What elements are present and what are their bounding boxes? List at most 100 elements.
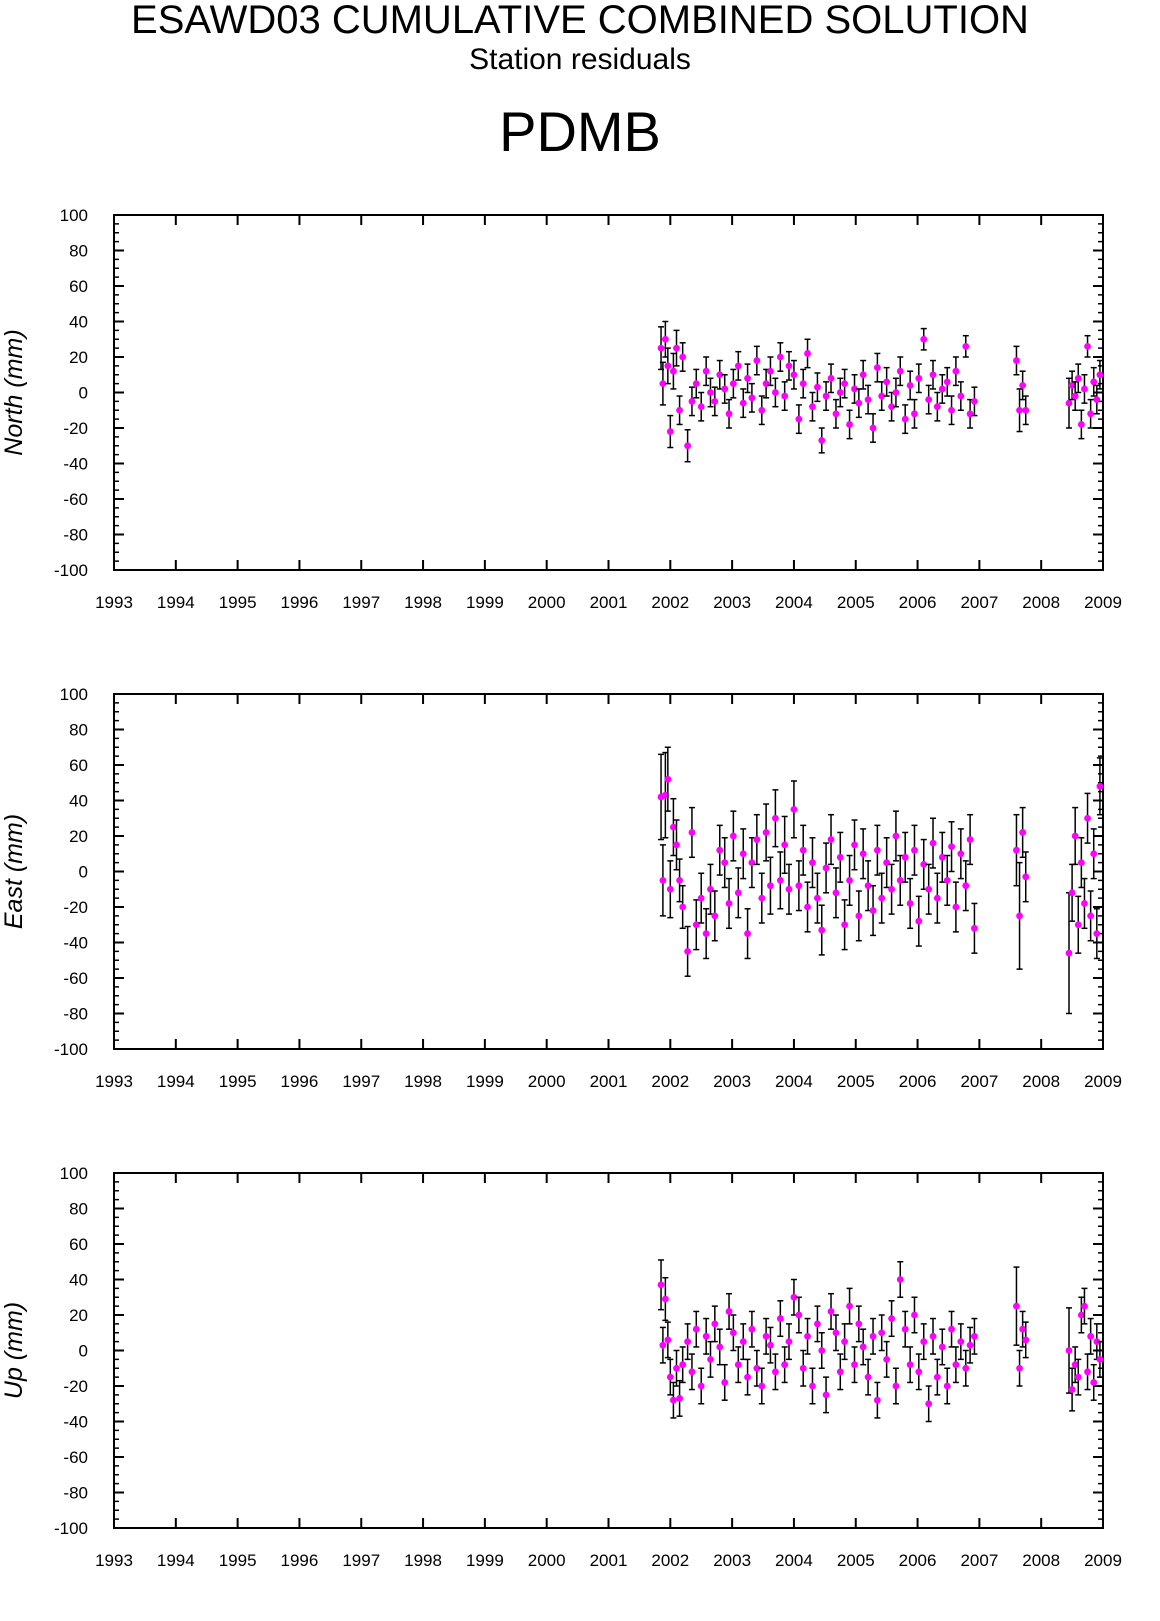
north-data-point: [1084, 342, 1091, 350]
chart-title: ESAWD03 CUMULATIVE COMBINED SOLUTION: [131, 0, 1029, 42]
north-xtick-label: 1995: [219, 593, 257, 612]
up-data-point: [716, 1343, 724, 1351]
east-ytick-label: 60: [69, 756, 88, 775]
up-data-point: [758, 1382, 766, 1390]
north-xtick-label: 2007: [960, 593, 998, 612]
up-data-point: [790, 1293, 798, 1301]
up-data-point: [771, 1368, 779, 1376]
north-data-point: [1065, 399, 1073, 407]
up-data-point: [1087, 1332, 1095, 1340]
north-data-point: [753, 357, 761, 364]
north-data-point: [804, 350, 811, 357]
east-data-point: [804, 903, 811, 911]
up-xtick-label: 2003: [713, 1551, 751, 1570]
east-ytick-label: 0: [79, 863, 88, 882]
north-data-point: [785, 362, 793, 370]
up-data-point: [664, 1336, 672, 1344]
east-data-point: [1096, 782, 1104, 790]
up-data-point: [962, 1364, 970, 1372]
up-data-point: [832, 1329, 840, 1337]
north-data-point: [684, 442, 692, 450]
north-data-point: [711, 397, 719, 405]
east-data-point: [702, 930, 710, 938]
north-xtick-label: 1997: [342, 593, 380, 612]
east-data-point: [1013, 846, 1020, 854]
east-data-point: [1084, 814, 1091, 822]
east-data-point: [771, 814, 779, 822]
north-data-point: [725, 410, 733, 418]
north-data-point: [673, 344, 680, 352]
north-data-point: [790, 371, 798, 379]
north-data-point: [676, 406, 683, 414]
north-data-point: [948, 406, 955, 414]
east-data-point: [1087, 912, 1095, 920]
up-ytick-label: 0: [79, 1342, 88, 1361]
up-data-point: [781, 1361, 789, 1369]
east-data-point: [1065, 949, 1073, 957]
east-data-point: [883, 859, 891, 867]
up-data-point: [729, 1329, 737, 1337]
up-data-point: [676, 1395, 683, 1402]
north-data-point: [818, 437, 826, 444]
east-ytick-label: -20: [63, 898, 88, 917]
east-data-point: [873, 846, 881, 854]
north-data-point: [901, 415, 909, 423]
up-data-point: [725, 1308, 733, 1315]
north-data-point: [771, 389, 779, 396]
east-data-point: [1074, 921, 1082, 929]
up-axis-label: Up (mm): [0, 1302, 28, 1399]
east-xtick-label: 2007: [960, 1072, 998, 1091]
up-xtick-label: 2008: [1022, 1551, 1060, 1570]
up-data-point: [721, 1379, 729, 1386]
north-data-point: [659, 380, 667, 388]
north-ytick-label: 40: [69, 313, 88, 332]
up-data-point: [1071, 1361, 1079, 1369]
up-data-point: [1081, 1302, 1088, 1310]
east-data-point: [846, 876, 853, 884]
east-ytick-label: 80: [69, 721, 88, 740]
east-data-point: [809, 859, 816, 867]
up-data-point: [1065, 1347, 1073, 1354]
north-data-point: [971, 397, 978, 405]
up-ytick-label: -80: [63, 1484, 88, 1503]
east-data-point: [1068, 889, 1076, 897]
east-data-point: [1093, 930, 1101, 938]
north-data-point: [929, 371, 937, 379]
up-ytick-label: -100: [54, 1519, 88, 1538]
east-ytick-label: -40: [63, 934, 88, 953]
east-data-point: [971, 924, 978, 932]
east-data-point: [670, 823, 677, 831]
up-data-point: [869, 1332, 877, 1340]
north-data-point: [661, 335, 669, 343]
north-data-point: [1068, 382, 1076, 389]
up-data-point: [836, 1368, 844, 1376]
north-xtick-label: 2002: [651, 593, 689, 612]
up-data-point: [1096, 1355, 1104, 1363]
east-data-point: [744, 930, 751, 938]
north-data-point: [670, 367, 677, 375]
up-data-point: [748, 1325, 756, 1333]
east-data-point: [896, 876, 904, 884]
up-data-point: [688, 1368, 696, 1376]
north-data-point: [1071, 392, 1079, 400]
east-xtick-label: 2006: [899, 1072, 937, 1091]
up-ytick-label: 100: [60, 1164, 88, 1183]
east-data-point: [795, 882, 803, 890]
north-data-point: [1022, 406, 1030, 414]
up-xtick-label: 1999: [466, 1551, 504, 1570]
north-xtick-label: 2005: [837, 593, 875, 612]
east-xtick-label: 1996: [281, 1072, 319, 1091]
north-data-point: [1077, 421, 1085, 428]
east-data-point: [711, 912, 719, 920]
east-data-point: [892, 832, 900, 840]
north-xtick-label: 1996: [281, 593, 319, 612]
north-data-point: [679, 353, 687, 361]
east-xtick-label: 1998: [404, 1072, 442, 1091]
east-data-point: [1071, 832, 1079, 840]
east-ytick-label: -100: [54, 1040, 88, 1059]
north-data-point: [758, 406, 766, 414]
north-data-point: [869, 424, 877, 432]
east-data-point: [734, 889, 742, 897]
north-data-point: [744, 374, 751, 382]
north-data-point: [832, 410, 840, 418]
